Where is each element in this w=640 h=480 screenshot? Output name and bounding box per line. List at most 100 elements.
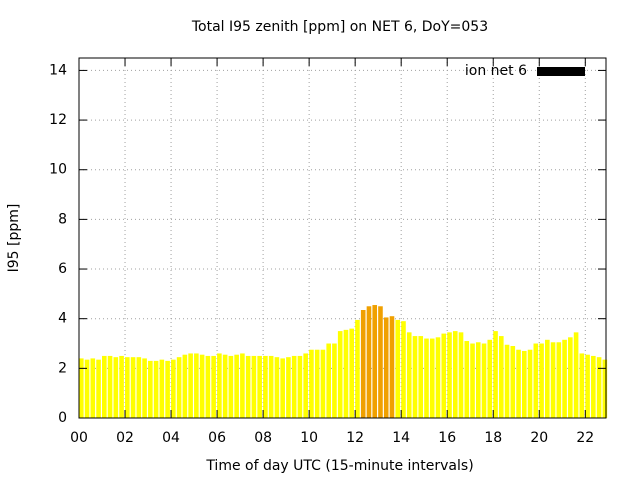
x-tick-label: 14: [392, 430, 410, 446]
bar: [176, 357, 182, 418]
bar: [596, 357, 602, 418]
bar: [516, 349, 521, 418]
y-tick-label: 0: [58, 410, 67, 426]
bar: [303, 353, 308, 418]
bar: [205, 355, 211, 418]
bar: [343, 329, 349, 418]
bar: [309, 349, 314, 418]
bar: [424, 338, 429, 418]
bar: [326, 343, 331, 418]
x-tick-label: 06: [208, 430, 226, 446]
bar: [366, 306, 372, 418]
bar: [113, 357, 119, 418]
bar: [320, 349, 326, 418]
bar: [257, 355, 262, 418]
bar: [280, 358, 285, 418]
bar: [452, 331, 458, 418]
bar: [234, 354, 239, 418]
x-tick-label: 00: [70, 430, 88, 446]
bar: [533, 343, 539, 418]
y-tick-label: 6: [58, 261, 67, 277]
x-tick-label: 04: [162, 430, 180, 446]
bar: [142, 358, 147, 418]
x-tick-label: 20: [530, 430, 548, 446]
bar: [182, 354, 188, 418]
bar: [475, 342, 481, 418]
bar: [602, 359, 608, 418]
bar: [458, 332, 464, 418]
bar: [429, 338, 435, 418]
x-axis-label: Time of day UTC (15-minute intervals): [205, 458, 473, 474]
bar: [545, 339, 550, 418]
bar: [573, 332, 579, 418]
bar: [355, 319, 360, 418]
x-tick-label: 12: [346, 430, 364, 446]
bar: [240, 353, 245, 418]
bar: [562, 339, 567, 418]
bar: [297, 355, 303, 418]
bar: [412, 336, 418, 418]
bar: [447, 332, 452, 418]
bar: [263, 355, 268, 418]
y-tick-label: 14: [49, 62, 67, 78]
y-tick-label: 4: [58, 311, 67, 327]
bar: [349, 328, 355, 418]
bar: [125, 357, 130, 418]
bar: [401, 321, 406, 418]
x-tick-label: 22: [576, 430, 594, 446]
legend-label: ion net 6: [465, 63, 527, 79]
bar: [464, 341, 470, 418]
bar: [556, 342, 562, 418]
bar: [314, 349, 320, 418]
bar: [199, 354, 205, 418]
bar: [159, 359, 165, 418]
bar: [211, 355, 216, 418]
bar: [148, 360, 153, 418]
bar: [395, 319, 401, 418]
bar: [268, 355, 274, 418]
x-tick-label: 16: [438, 430, 456, 446]
bar: [418, 336, 424, 418]
bar: [274, 357, 280, 418]
bar: [493, 331, 498, 418]
bar: [510, 346, 516, 418]
bar: [107, 355, 113, 418]
bar: [291, 355, 297, 418]
bar: [337, 331, 343, 418]
x-tick-label: 10: [300, 430, 318, 446]
bar: [591, 355, 596, 418]
bar: [90, 358, 96, 418]
plot-frame: [78, 57, 607, 419]
bar: [441, 333, 447, 418]
bar: [372, 305, 378, 418]
bar: [194, 353, 199, 418]
bar: [585, 354, 590, 418]
bar: [539, 343, 544, 418]
bar: [228, 355, 234, 418]
y-tick-label: 10: [49, 162, 67, 178]
bar: [171, 359, 176, 418]
bar: [136, 357, 142, 418]
bar: [487, 339, 493, 418]
bar: [435, 337, 441, 418]
bar: [84, 359, 90, 418]
y-axis-label: I95 [ppm]: [6, 204, 22, 273]
bar: [522, 350, 527, 418]
bar: [102, 355, 107, 418]
bar: [504, 344, 510, 418]
bar: [153, 360, 159, 418]
y-tick-label: 8: [58, 211, 67, 227]
bar: [332, 343, 337, 418]
bar: [130, 357, 136, 418]
bar: [360, 310, 366, 418]
bar: [389, 316, 395, 418]
y-tick-label: 12: [49, 112, 67, 128]
bar: [470, 343, 475, 418]
bar: [383, 317, 389, 418]
bar: [217, 353, 222, 418]
bar: [286, 357, 291, 418]
bar: [568, 337, 573, 418]
bar: [550, 342, 556, 418]
bar: [481, 343, 487, 418]
